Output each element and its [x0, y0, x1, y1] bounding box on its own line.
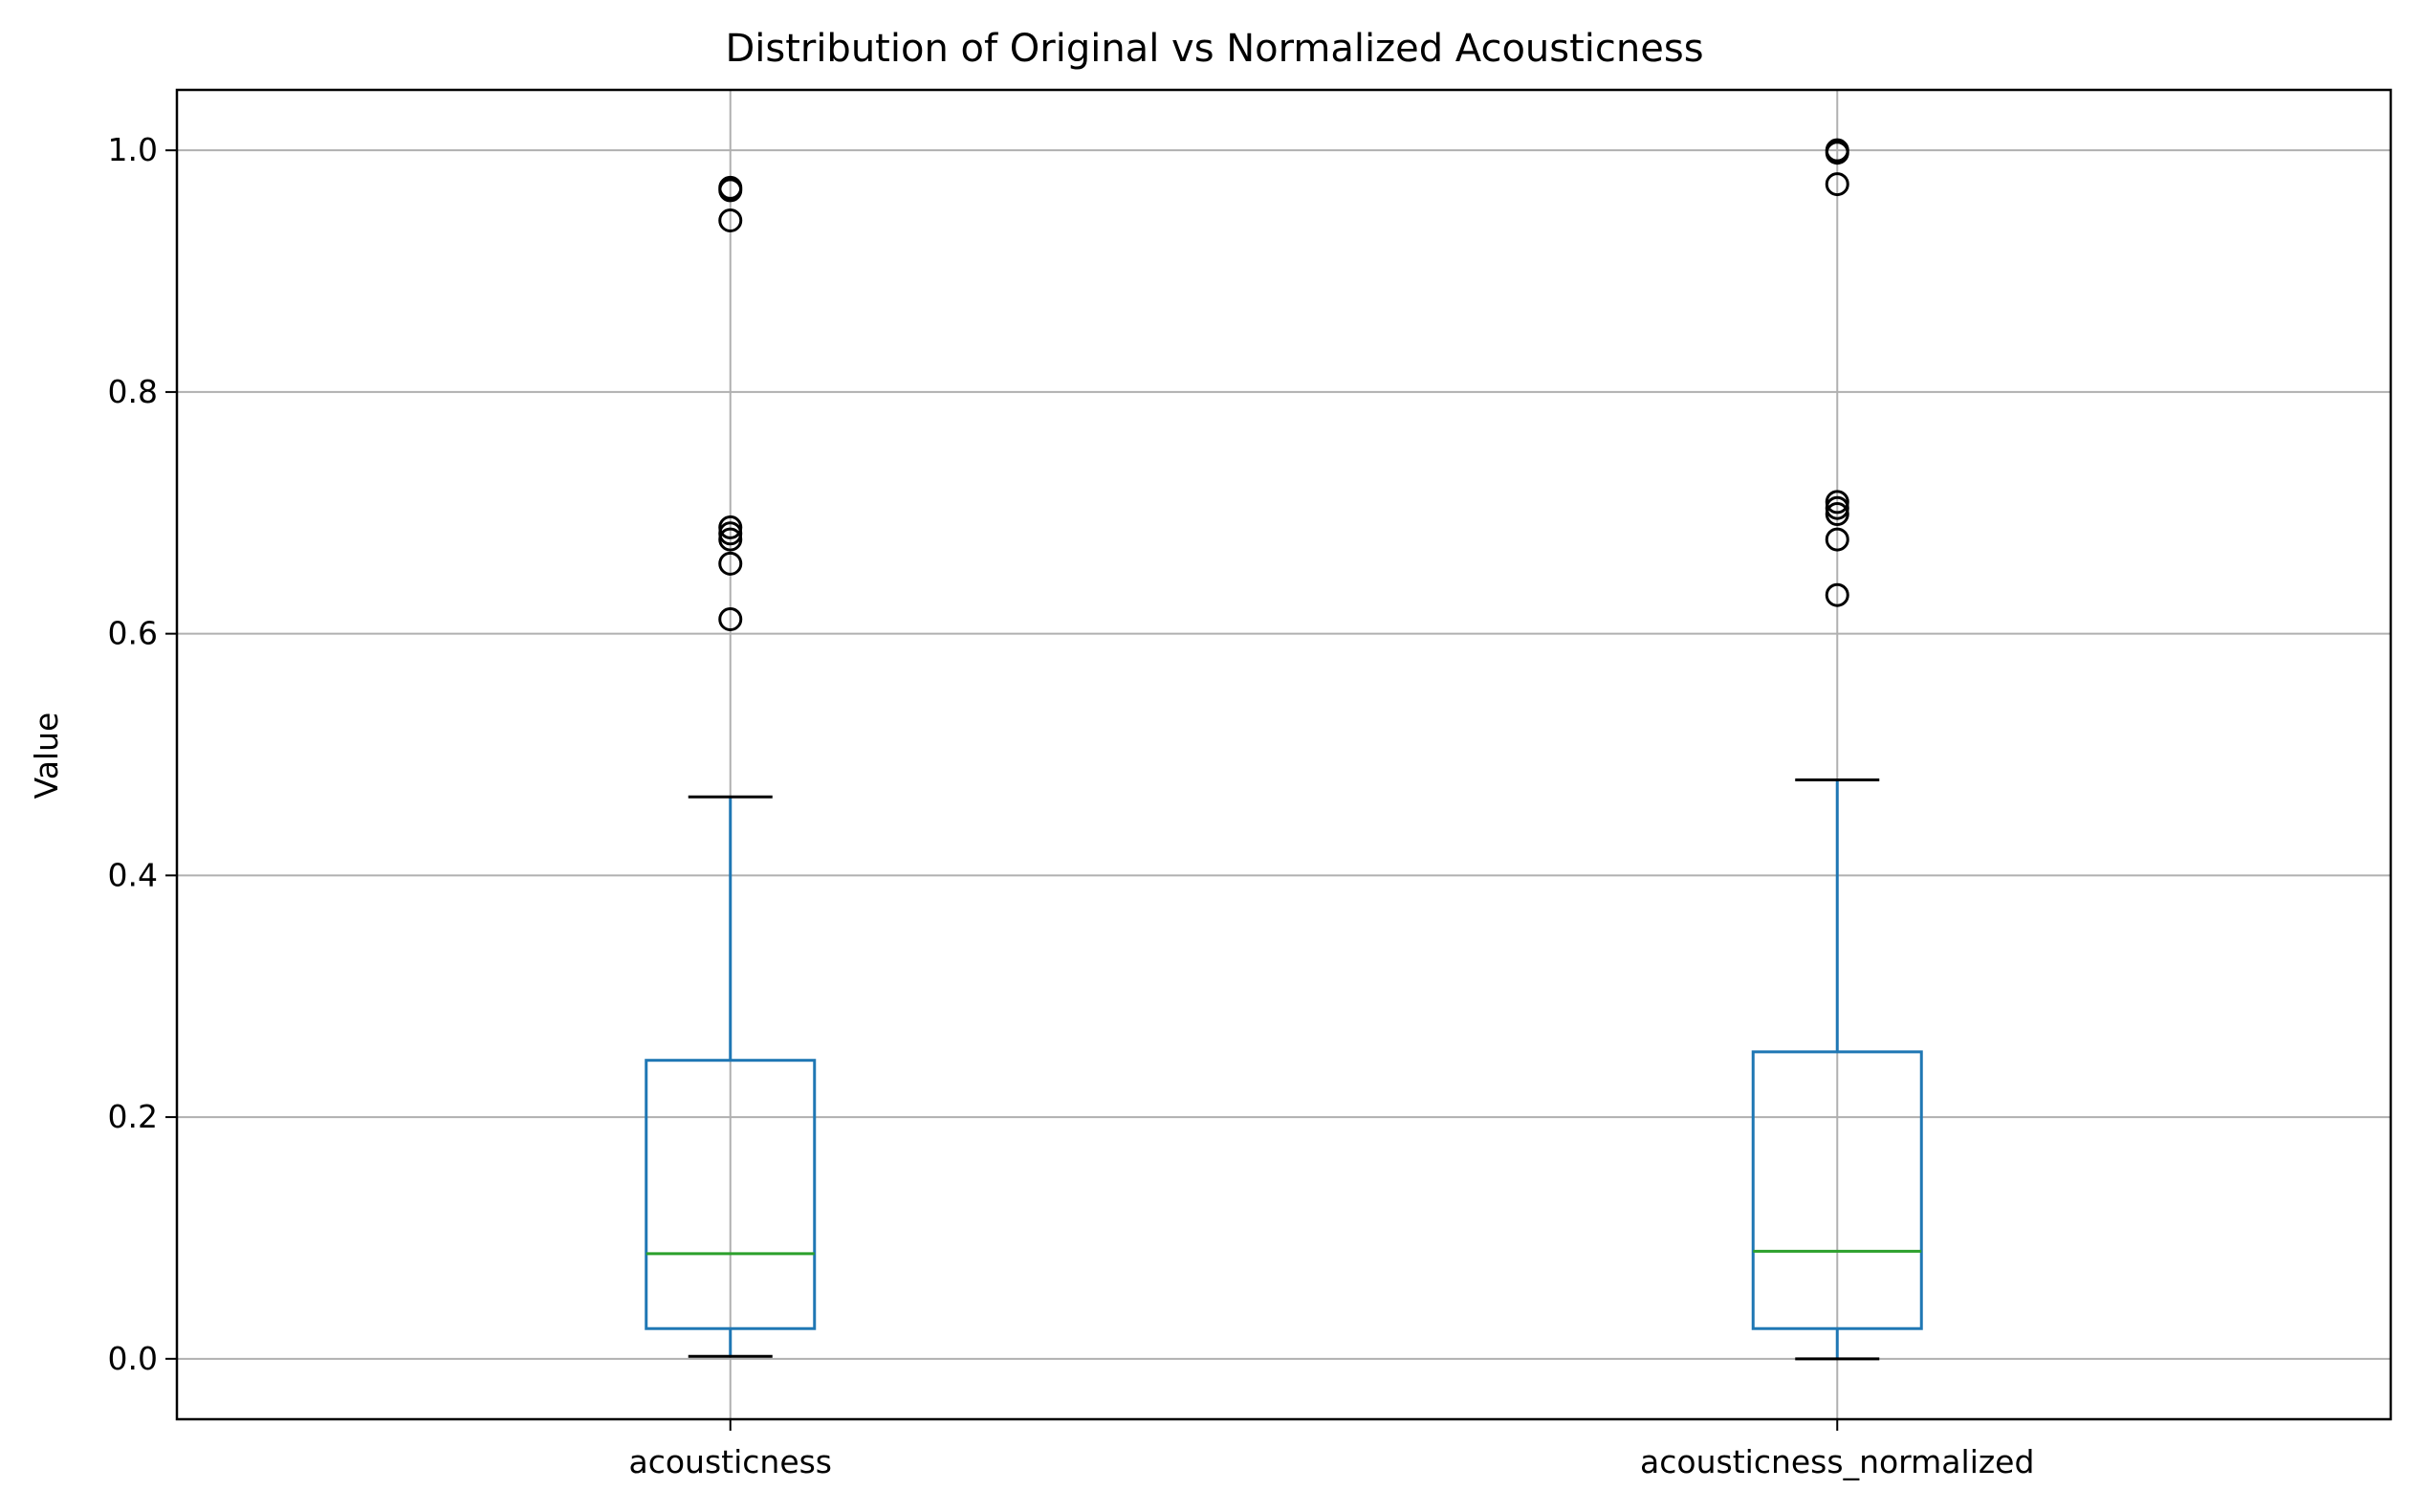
outlier-point — [718, 551, 743, 576]
y-tick-label: 0.6 — [108, 615, 158, 652]
outlier-point — [1825, 502, 1849, 527]
outlier-point — [1825, 527, 1849, 552]
outlier-point — [718, 515, 743, 539]
outlier-point — [1825, 490, 1849, 515]
iqr-box — [1751, 1050, 1923, 1330]
axes-layer — [175, 88, 2393, 1421]
outlier-point — [718, 527, 743, 552]
boxes-layer — [645, 138, 1923, 1361]
outlier-point — [1825, 495, 1849, 520]
chart-title: Distribution of Original vs Normalized A… — [725, 27, 1703, 71]
outlier-point — [1825, 172, 1849, 197]
y-tick-label: 0.2 — [108, 1098, 158, 1135]
ticks-layer: 0.0 0.2 0.4 0.6 0.8 1.0 acousticness acousticne… — [108, 131, 2035, 1480]
iqr-box — [645, 1059, 817, 1330]
y-tick-label: 0.0 — [108, 1340, 158, 1377]
outlier-point — [1825, 141, 1849, 165]
x-tick-label: acousticness_normalized — [1640, 1443, 2034, 1480]
outlier-point — [718, 606, 743, 631]
outlier-point — [718, 178, 743, 203]
grid-layer — [177, 90, 2391, 1419]
outlier-point — [718, 521, 743, 546]
y-tick-label: 1.0 — [108, 131, 158, 168]
x-tick-label: acousticness — [628, 1443, 832, 1480]
box-group-0 — [645, 175, 817, 1358]
box-group-1 — [1751, 138, 1923, 1361]
outlier-point — [1825, 582, 1849, 607]
y-tick-label: 0.8 — [108, 373, 158, 410]
outlier-point — [718, 208, 743, 232]
plot-frame — [175, 88, 2393, 1421]
y-tick-label: 0.4 — [108, 856, 158, 893]
y-axis-label: Value — [28, 712, 65, 800]
